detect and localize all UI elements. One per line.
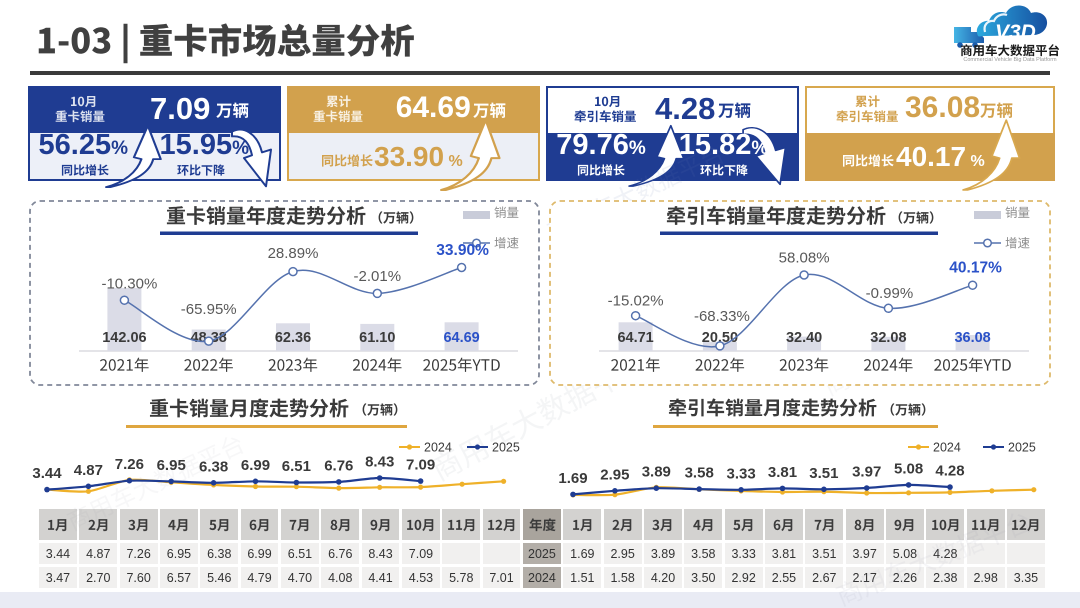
svg-text:2025: 2025 — [1008, 441, 1036, 455]
svg-text:3.33: 3.33 — [726, 465, 755, 482]
svg-text:62.36: 62.36 — [275, 330, 311, 346]
svg-text:-15.02%: -15.02% — [608, 293, 664, 310]
svg-text:3.97: 3.97 — [852, 464, 881, 481]
svg-text:64.71: 64.71 — [617, 330, 653, 346]
svg-text:1.69: 1.69 — [558, 470, 587, 487]
svg-text:6.95: 6.95 — [157, 457, 186, 474]
svg-text:3.89: 3.89 — [641, 464, 670, 481]
svg-text:58.08%: 58.08% — [779, 250, 830, 267]
svg-text:64.69: 64.69 — [443, 330, 479, 346]
svg-text:5.08: 5.08 — [894, 460, 923, 477]
svg-text:-65.95%: -65.95% — [181, 301, 237, 318]
svg-text:-0.99%: -0.99% — [866, 285, 914, 302]
svg-text:7.09: 7.09 — [406, 457, 435, 474]
svg-text:2025: 2025 — [492, 441, 520, 455]
svg-text:3.58: 3.58 — [684, 465, 713, 482]
svg-text:32.08: 32.08 — [870, 330, 906, 346]
svg-text:2.95: 2.95 — [600, 466, 629, 483]
svg-text:V3D: V3D — [995, 21, 1036, 44]
svg-text:61.10: 61.10 — [359, 330, 395, 346]
svg-text:-68.33%: -68.33% — [694, 308, 750, 325]
svg-text:-10.30%: -10.30% — [101, 276, 157, 293]
svg-text:36.08: 36.08 — [954, 330, 990, 346]
svg-text:6.51: 6.51 — [282, 458, 311, 475]
svg-text:-2.01%: -2.01% — [354, 268, 402, 285]
svg-text:4.87: 4.87 — [74, 462, 103, 479]
svg-text:6.38: 6.38 — [199, 458, 228, 475]
svg-text:8.43: 8.43 — [365, 454, 394, 471]
svg-text:40.17%: 40.17% — [949, 260, 1002, 277]
svg-text:6.76: 6.76 — [325, 457, 354, 474]
svg-text:3.44: 3.44 — [33, 465, 63, 482]
svg-text:2024: 2024 — [933, 441, 961, 455]
svg-text:28.89%: 28.89% — [268, 245, 319, 262]
svg-text:32.40: 32.40 — [786, 330, 822, 346]
svg-text:3.51: 3.51 — [809, 465, 838, 482]
svg-text:6.99: 6.99 — [241, 457, 270, 474]
svg-text:3.81: 3.81 — [768, 464, 797, 481]
svg-text:2024: 2024 — [424, 441, 452, 455]
svg-text:33.90%: 33.90% — [436, 242, 489, 259]
svg-text:7.26: 7.26 — [115, 456, 144, 473]
svg-text:142.06: 142.06 — [102, 330, 146, 346]
svg-text:4.28: 4.28 — [935, 463, 964, 480]
